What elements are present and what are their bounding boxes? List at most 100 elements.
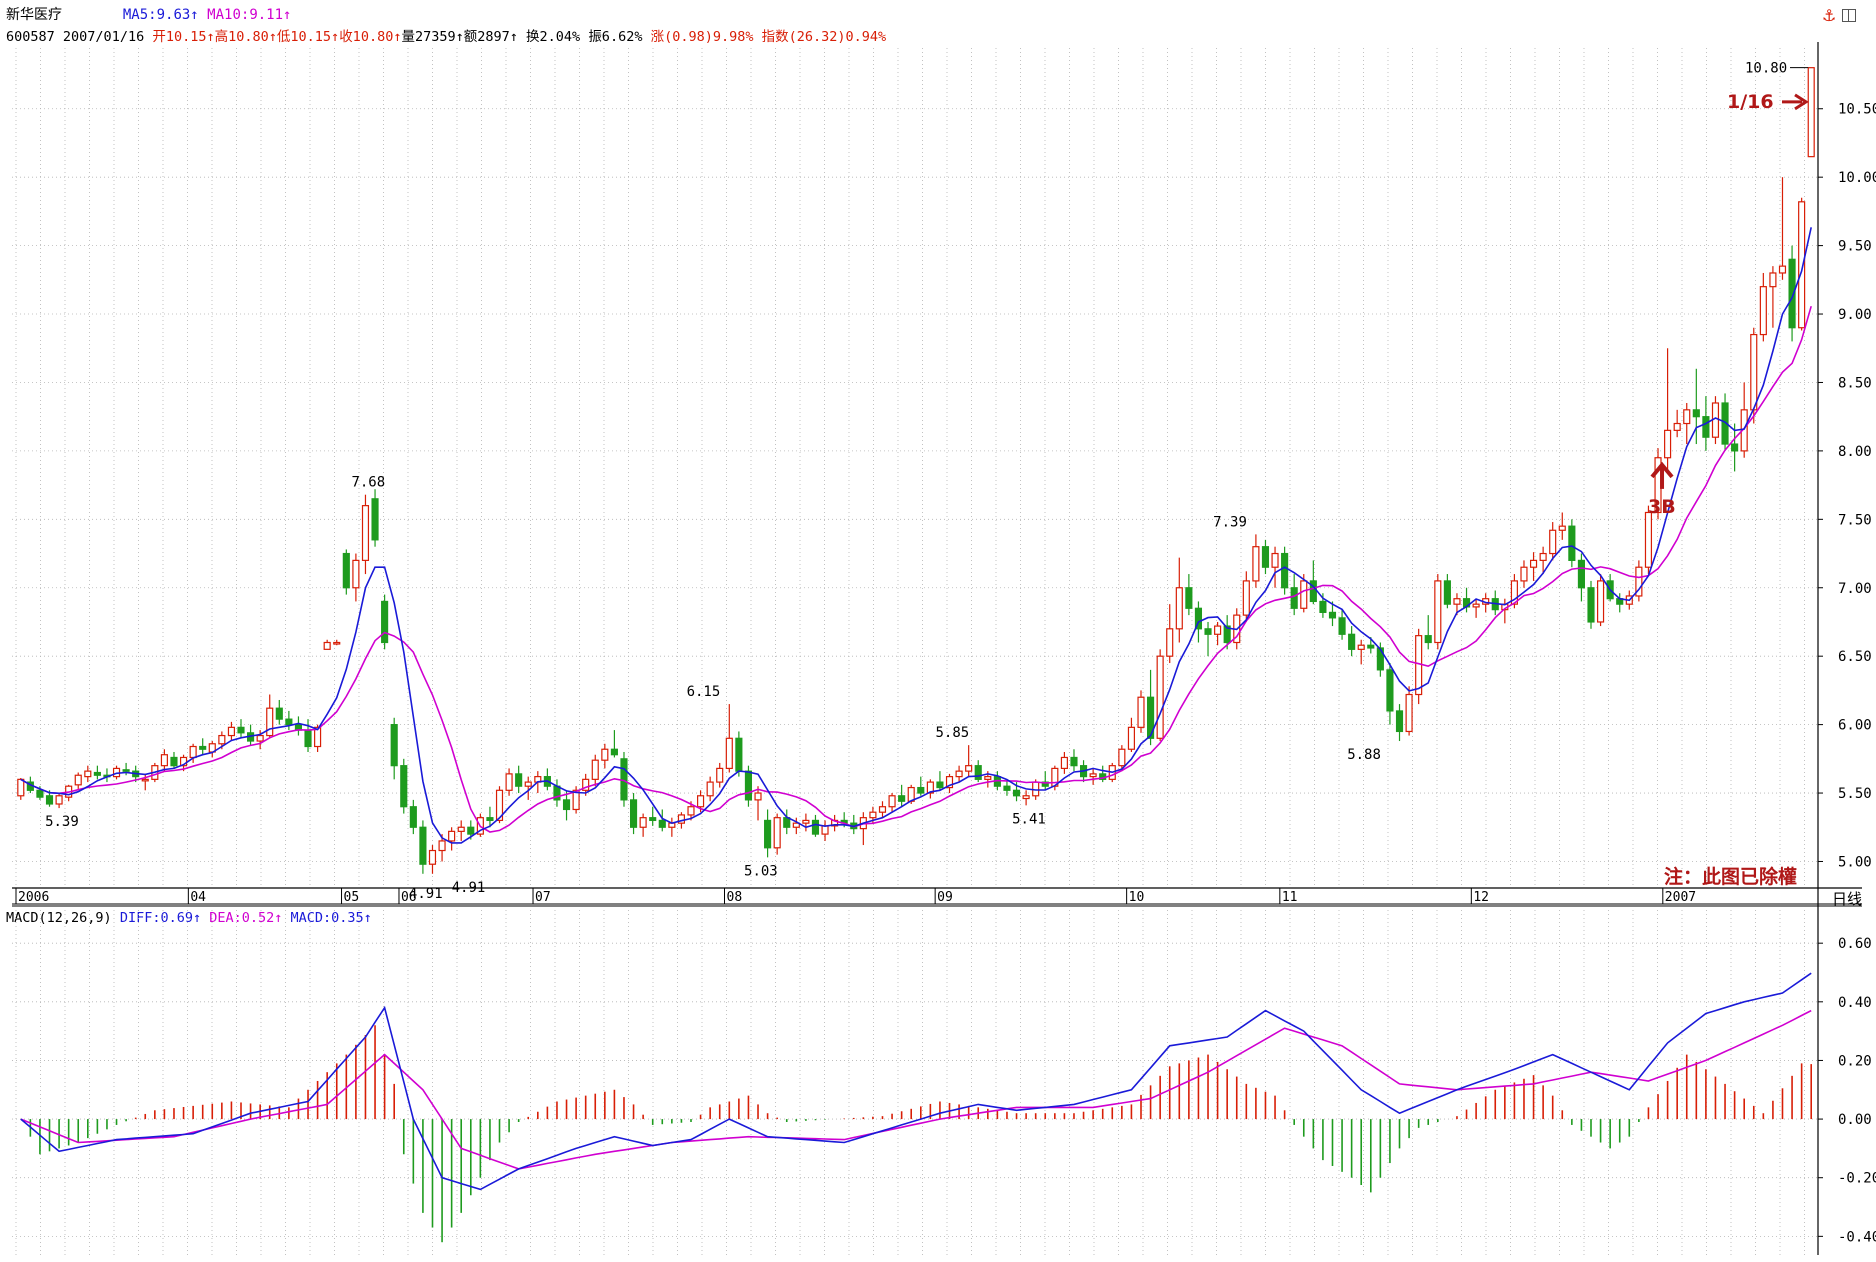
anchor-icon[interactable]: ⚓: [1822, 6, 1837, 25]
macd-tick-label: 0.20: [1838, 1053, 1872, 1069]
candle-body: [697, 795, 705, 808]
candle-body: [1683, 409, 1691, 425]
candle: [783, 809, 791, 835]
candle: [1328, 601, 1337, 627]
high-value: 高10.80↑: [214, 29, 277, 45]
candle: [352, 553, 360, 602]
candle: [342, 549, 350, 595]
candle-body: [266, 707, 274, 737]
candle: [649, 806, 657, 826]
price-tick-label: 8.50: [1838, 375, 1872, 391]
candle-body: [448, 830, 456, 842]
candle: [1549, 522, 1557, 561]
candle: [323, 639, 331, 650]
candle-body: [160, 754, 168, 767]
candle: [620, 751, 628, 807]
date-label: 08: [727, 890, 743, 905]
candle: [926, 779, 934, 799]
price-tick-label: 10.00: [1838, 170, 1876, 186]
candle: [1348, 626, 1356, 657]
candle-body: [218, 734, 226, 745]
candle: [208, 741, 216, 758]
candle-body: [1807, 67, 1815, 158]
candle: [1769, 266, 1777, 328]
candle: [1041, 771, 1049, 791]
period-label[interactable]: 日线: [1832, 890, 1863, 908]
candle: [1539, 546, 1547, 575]
candle: [543, 768, 551, 791]
candle: [1635, 560, 1643, 602]
candle-body: [706, 781, 714, 797]
candle-body: [1319, 600, 1327, 613]
candle-body: [1204, 628, 1212, 635]
candle: [74, 772, 82, 789]
candle: [1683, 402, 1691, 445]
candle: [1099, 765, 1107, 783]
candle-body: [802, 819, 810, 824]
candle-body: [323, 641, 331, 650]
candle-body: [1443, 580, 1451, 605]
candle-body: [917, 786, 925, 794]
candle-body: [141, 778, 149, 782]
candle-body: [620, 758, 628, 801]
candle: [141, 773, 149, 791]
candle: [888, 793, 896, 813]
candle: [1386, 663, 1394, 725]
candle-body: [1778, 265, 1787, 274]
candle: [1127, 717, 1135, 752]
price-label: 7.68: [351, 475, 385, 491]
date-label: 11: [1282, 890, 1298, 905]
candle-body: [486, 817, 494, 822]
candle: [256, 730, 264, 750]
candle-body: [764, 819, 772, 849]
price-tick-label: 10.50: [1838, 102, 1876, 118]
candle-body: [275, 707, 283, 720]
stock-code: 600587: [6, 29, 55, 45]
candle-body: [515, 773, 523, 787]
candle-body: [821, 825, 829, 835]
candle: [1060, 751, 1068, 774]
candle-body: [1434, 580, 1442, 644]
candle-body: [1281, 552, 1289, 589]
candle-body: [285, 718, 293, 726]
candle: [457, 820, 465, 841]
candle: [84, 765, 92, 783]
amplitude-value: 振6.62%: [588, 29, 643, 45]
price-tick-label: 5.00: [1838, 854, 1872, 870]
candle: [381, 594, 389, 650]
candle-body: [170, 756, 178, 767]
candle-body: [639, 817, 647, 828]
date-label: 04: [190, 890, 206, 905]
macd-tick-label: -0.40: [1838, 1229, 1876, 1245]
candle: [361, 494, 370, 575]
candle: [1778, 177, 1787, 280]
candle-body: [792, 822, 800, 828]
candle: [55, 793, 63, 809]
candle: [773, 813, 781, 855]
macd-tick-label: 0.00: [1838, 1112, 1872, 1128]
candle: [725, 704, 733, 773]
candle-body: [725, 737, 733, 770]
candle-body: [965, 765, 973, 772]
price-label: 5.88: [1347, 747, 1381, 763]
candle-body: [783, 817, 791, 828]
candle-body: [1788, 258, 1796, 329]
candle: [1568, 519, 1576, 568]
candle: [428, 845, 437, 874]
candle: [1673, 409, 1681, 438]
candle-body: [1214, 625, 1222, 635]
candle-body: [419, 826, 427, 865]
date-label: 2006: [18, 890, 49, 905]
adjusted-note: 注：此图已除權: [1664, 866, 1798, 888]
candle-body: [1252, 546, 1260, 582]
candle: [515, 765, 523, 794]
candle-body: [1194, 607, 1203, 630]
price-panel: [17, 67, 1815, 874]
candle-body: [898, 795, 906, 802]
candle-body: [1070, 756, 1078, 767]
candle-body: [687, 806, 695, 816]
candle-body: [955, 770, 963, 778]
candle-body: [1798, 201, 1806, 329]
layout-toggle-icon[interactable]: [1842, 9, 1856, 22]
candle-body: [1012, 789, 1021, 797]
